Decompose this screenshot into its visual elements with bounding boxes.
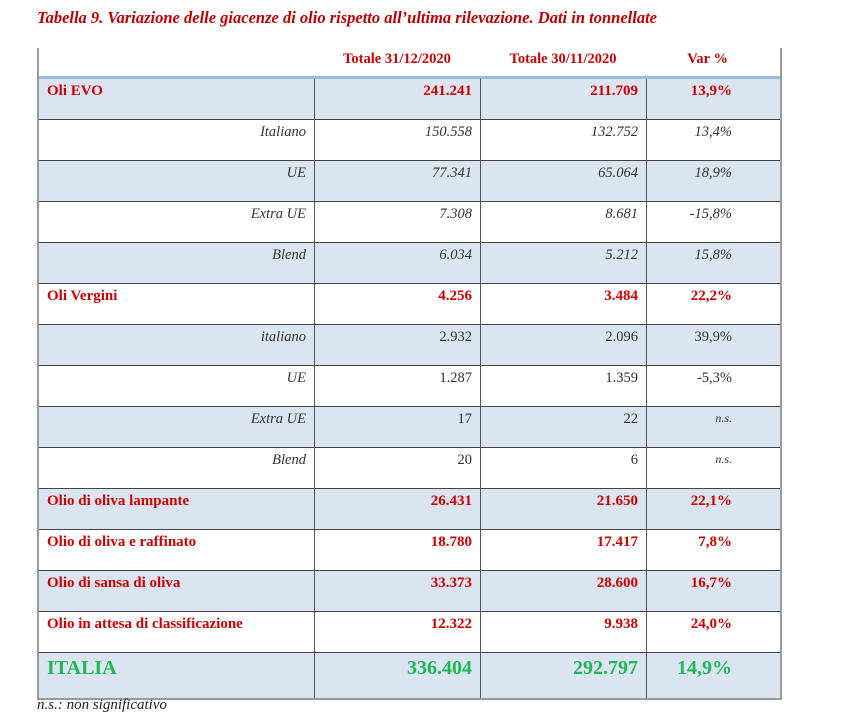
row-label: ITALIA [47, 657, 117, 679]
table-row: Olio di sansa di oliva 33.373 28.600 16,7% [39, 571, 780, 612]
cell-v2: 132.752 [480, 120, 646, 160]
cell-v1: 336.404 [314, 653, 480, 698]
cell-v1: 18.780 [314, 530, 480, 570]
cell-v2: 9.938 [480, 612, 646, 652]
cell-v1: 4.256 [314, 284, 480, 324]
cell-var: 39,9% [646, 325, 780, 365]
cell-var: n.s. [646, 448, 780, 488]
cell-v1: 26.431 [314, 489, 480, 529]
cell-v2: 3.484 [480, 284, 646, 324]
cell-v1: 1.287 [314, 366, 480, 406]
row-label: Blend [272, 452, 306, 468]
cell-v2: 17.417 [480, 530, 646, 570]
cell-var: 13,4% [646, 120, 780, 160]
cell-var: n.s. [646, 407, 780, 447]
cell-v1: 7.308 [314, 202, 480, 242]
cell-var: -15,8% [646, 202, 780, 242]
table-row: ITALIA 336.404 292.797 14,9% [39, 653, 780, 698]
cell-v1: 77.341 [314, 161, 480, 201]
cell-v1: 20 [314, 448, 480, 488]
cell-v2: 6 [480, 448, 646, 488]
cell-var: 24,0% [646, 612, 780, 652]
cell-v2: 211.709 [480, 79, 646, 119]
footnote: n.s.: non significativo [37, 697, 167, 713]
table-row: Blend 20 6 n.s. [39, 448, 780, 489]
cell-v2: 1.359 [480, 366, 646, 406]
header-empty [39, 48, 314, 76]
header-col: Var % [687, 51, 728, 67]
table-row: UE 77.341 65.064 18,9% [39, 161, 780, 202]
cell-v1: 2.932 [314, 325, 480, 365]
table-row: Extra UE 7.308 8.681 -15,8% [39, 202, 780, 243]
row-label: Oli EVO [47, 83, 103, 99]
row-label: Olio in attesa di classificazione [47, 616, 243, 632]
row-label: Olio di oliva e raffinato [47, 534, 197, 550]
table-row: Olio di oliva lampante 26.431 21.650 22,1% [39, 489, 780, 530]
cell-var: 22,1% [646, 489, 780, 529]
table-row: italiano 2.932 2.096 39,9% [39, 325, 780, 366]
header-col: Totale 31/12/2020 [343, 51, 451, 67]
table-row: Olio in attesa di classificazione 12.322 9… [39, 612, 780, 653]
row-label: Olio di sansa di oliva [47, 575, 181, 591]
table-row: Olio di oliva e raffinato 18.780 17.417 7,8… [39, 530, 780, 571]
row-label: Italiano [260, 124, 306, 140]
table-header: Totale 31/12/2020 Totale 30/11/2020 Var … [39, 48, 780, 79]
cell-var: 22,2% [646, 284, 780, 324]
cell-var: 15,8% [646, 243, 780, 283]
cell-var: -5,3% [646, 366, 780, 406]
row-label: UE [286, 370, 306, 386]
table-row: Blend 6.034 5.212 15,8% [39, 243, 780, 284]
cell-var: 16,7% [646, 571, 780, 611]
cell-v2: 22 [480, 407, 646, 447]
cell-var: 18,9% [646, 161, 780, 201]
table-row: Oli EVO 241.241 211.709 13,9% [39, 79, 780, 120]
table-row: Italiano 150.558 132.752 13,4% [39, 120, 780, 161]
table-row: UE 1.287 1.359 -5,3% [39, 366, 780, 407]
cell-v1: 6.034 [314, 243, 480, 283]
row-label: UE [286, 165, 306, 181]
cell-v1: 241.241 [314, 79, 480, 119]
table-row: Oli Vergini 4.256 3.484 22,2% [39, 284, 780, 325]
cell-v2: 8.681 [480, 202, 646, 242]
row-label: italiano [260, 329, 306, 345]
row-label: Extra UE [250, 206, 306, 222]
row-label: Extra UE [250, 411, 306, 427]
cell-v2: 21.650 [480, 489, 646, 529]
cell-var: 7,8% [646, 530, 780, 570]
cell-v2: 2.096 [480, 325, 646, 365]
row-label: Blend [272, 247, 306, 263]
cell-v1: 17 [314, 407, 480, 447]
row-label: Olio di oliva lampante [47, 493, 190, 509]
table-title: Tabella 9. Variazione delle giacenze di … [37, 8, 657, 27]
row-label: Oli Vergini [47, 288, 118, 304]
cell-var: 14,9% [646, 653, 780, 698]
cell-v2: 292.797 [480, 653, 646, 698]
cell-v2: 28.600 [480, 571, 646, 611]
cell-v1: 12.322 [314, 612, 480, 652]
data-table: Totale 31/12/2020 Totale 30/11/2020 Var … [37, 48, 782, 700]
cell-v2: 65.064 [480, 161, 646, 201]
cell-v1: 33.373 [314, 571, 480, 611]
cell-v1: 150.558 [314, 120, 480, 160]
header-col: Totale 30/11/2020 [509, 51, 617, 67]
cell-var: 13,9% [646, 79, 780, 119]
cell-v2: 5.212 [480, 243, 646, 283]
table-row: Extra UE 17 22 n.s. [39, 407, 780, 448]
